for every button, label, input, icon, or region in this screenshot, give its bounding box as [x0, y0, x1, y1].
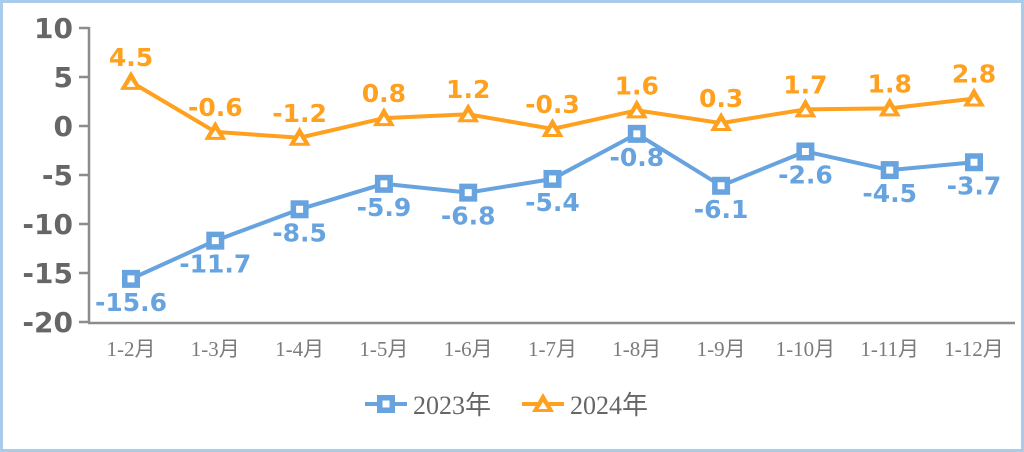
data-point-square-marker-center	[464, 189, 472, 197]
x-tick-label: 1-11月	[860, 337, 919, 361]
legend: 2023年 2024年	[365, 391, 648, 420]
data-point-triangle-marker-center	[800, 107, 810, 115]
data-point-triangle-marker-center	[632, 108, 642, 116]
y-tick-label: -20	[22, 306, 73, 339]
data-point-label: -5.9	[357, 193, 412, 222]
data-point-square-marker-center	[633, 130, 641, 138]
legend-item-2023年: 2023年	[365, 391, 491, 420]
y-tick-label: 5	[54, 61, 73, 94]
data-point-square-marker-center	[211, 237, 219, 245]
data-point-label: -2.6	[778, 160, 833, 189]
data-point-square-marker-center	[886, 166, 894, 174]
data-point-triangle-marker-center	[548, 126, 557, 134]
data-point-label: 1.8	[868, 69, 912, 98]
data-point-triangle-marker-center	[969, 96, 979, 104]
data-point-triangle-marker-center	[126, 79, 136, 87]
x-tick-label: 1-10月	[776, 337, 836, 361]
data-point-label: -5.4	[525, 188, 580, 217]
x-tick-label: 1-8月	[612, 337, 661, 361]
data-point-triangle-marker-center	[716, 121, 726, 129]
data-point-label: -8.5	[272, 218, 327, 247]
series-2023年: -15.6 -11.7 -8.5 -5.9 -6.8 -5.4 -0.8 -6.1 -2.6 -4…	[95, 124, 1002, 317]
legend-label: 2023年	[413, 391, 491, 420]
legend-triangle-marker-center	[538, 402, 548, 409]
data-point-square-marker-center	[296, 205, 304, 213]
data-point-triangle-marker-center	[210, 129, 220, 137]
data-point-label: -4.5	[862, 179, 917, 208]
data-point-label: -0.8	[609, 143, 664, 172]
x-tick-label: 1-12月	[944, 337, 1004, 361]
data-point-label: 1.6	[615, 71, 659, 100]
data-point-square-marker-center	[717, 182, 725, 190]
data-point-label: 0.3	[699, 84, 743, 113]
data-point-label: -0.6	[188, 93, 243, 122]
data-point-label: 0.8	[362, 79, 406, 108]
x-tick-label: 1-4月	[275, 337, 324, 361]
data-point-label: -6.8	[441, 202, 496, 231]
data-point-square-marker-center	[549, 175, 556, 183]
chart-container: 10 5 0 -5 -10 -15 -20 1-2月 1-3月 1-4月 1-5月 1-6月 1-7月 1…	[3, 3, 1021, 449]
data-point-square-marker-center	[801, 147, 809, 155]
legend-item-2024年: 2024年	[522, 391, 648, 420]
data-point-label: -1.2	[272, 99, 327, 128]
legend-label: 2024年	[570, 391, 648, 420]
x-tick-label: 1-9月	[697, 337, 746, 361]
y-tick-label: 0	[54, 110, 73, 143]
data-point-label: 2.8	[952, 60, 996, 89]
data-point-triangle-marker-center	[885, 106, 895, 114]
data-point-square-marker-center	[970, 158, 978, 166]
data-point-label: -15.6	[95, 288, 167, 317]
data-point-triangle-marker-center	[379, 116, 389, 124]
data-point-label: -11.7	[179, 250, 251, 279]
data-point-square-marker-center	[380, 180, 388, 188]
data-point-label: 1.7	[783, 70, 827, 99]
x-tick-label: 1-3月	[191, 337, 240, 361]
x-tick-label: 1-7月	[528, 337, 577, 361]
data-point-label: 1.2	[446, 75, 490, 104]
y-tick-label: 10	[34, 12, 73, 45]
data-point-triangle-marker-center	[463, 112, 473, 120]
x-tick-label: 1-2月	[107, 337, 156, 361]
x-tick-label: 1-5月	[359, 337, 408, 361]
series-2024年: 4.5 -0.6 -1.2 0.8 1.2 -0.3 1.6 0.3 1.7 1.8 2.8	[109, 43, 996, 146]
data-point-label: -6.1	[694, 195, 749, 224]
x-tick-label: 1-6月	[444, 337, 493, 361]
data-point-square-marker-center	[127, 275, 135, 283]
data-point-label: -3.7	[947, 171, 1002, 200]
line-chart: 10 5 0 -5 -10 -15 -20 1-2月 1-3月 1-4月 1-5月 1-6月 1-7月 1…	[22, 12, 1015, 420]
y-tick-label: -10	[22, 208, 73, 241]
y-tick-label: -15	[22, 257, 73, 290]
data-point-label: -0.3	[525, 90, 580, 119]
axes	[79, 26, 1015, 325]
y-tick-label: -5	[42, 159, 73, 192]
data-point-label: 4.5	[109, 43, 153, 72]
legend-square-marker-center	[382, 400, 390, 408]
data-point-triangle-marker-center	[295, 135, 305, 143]
